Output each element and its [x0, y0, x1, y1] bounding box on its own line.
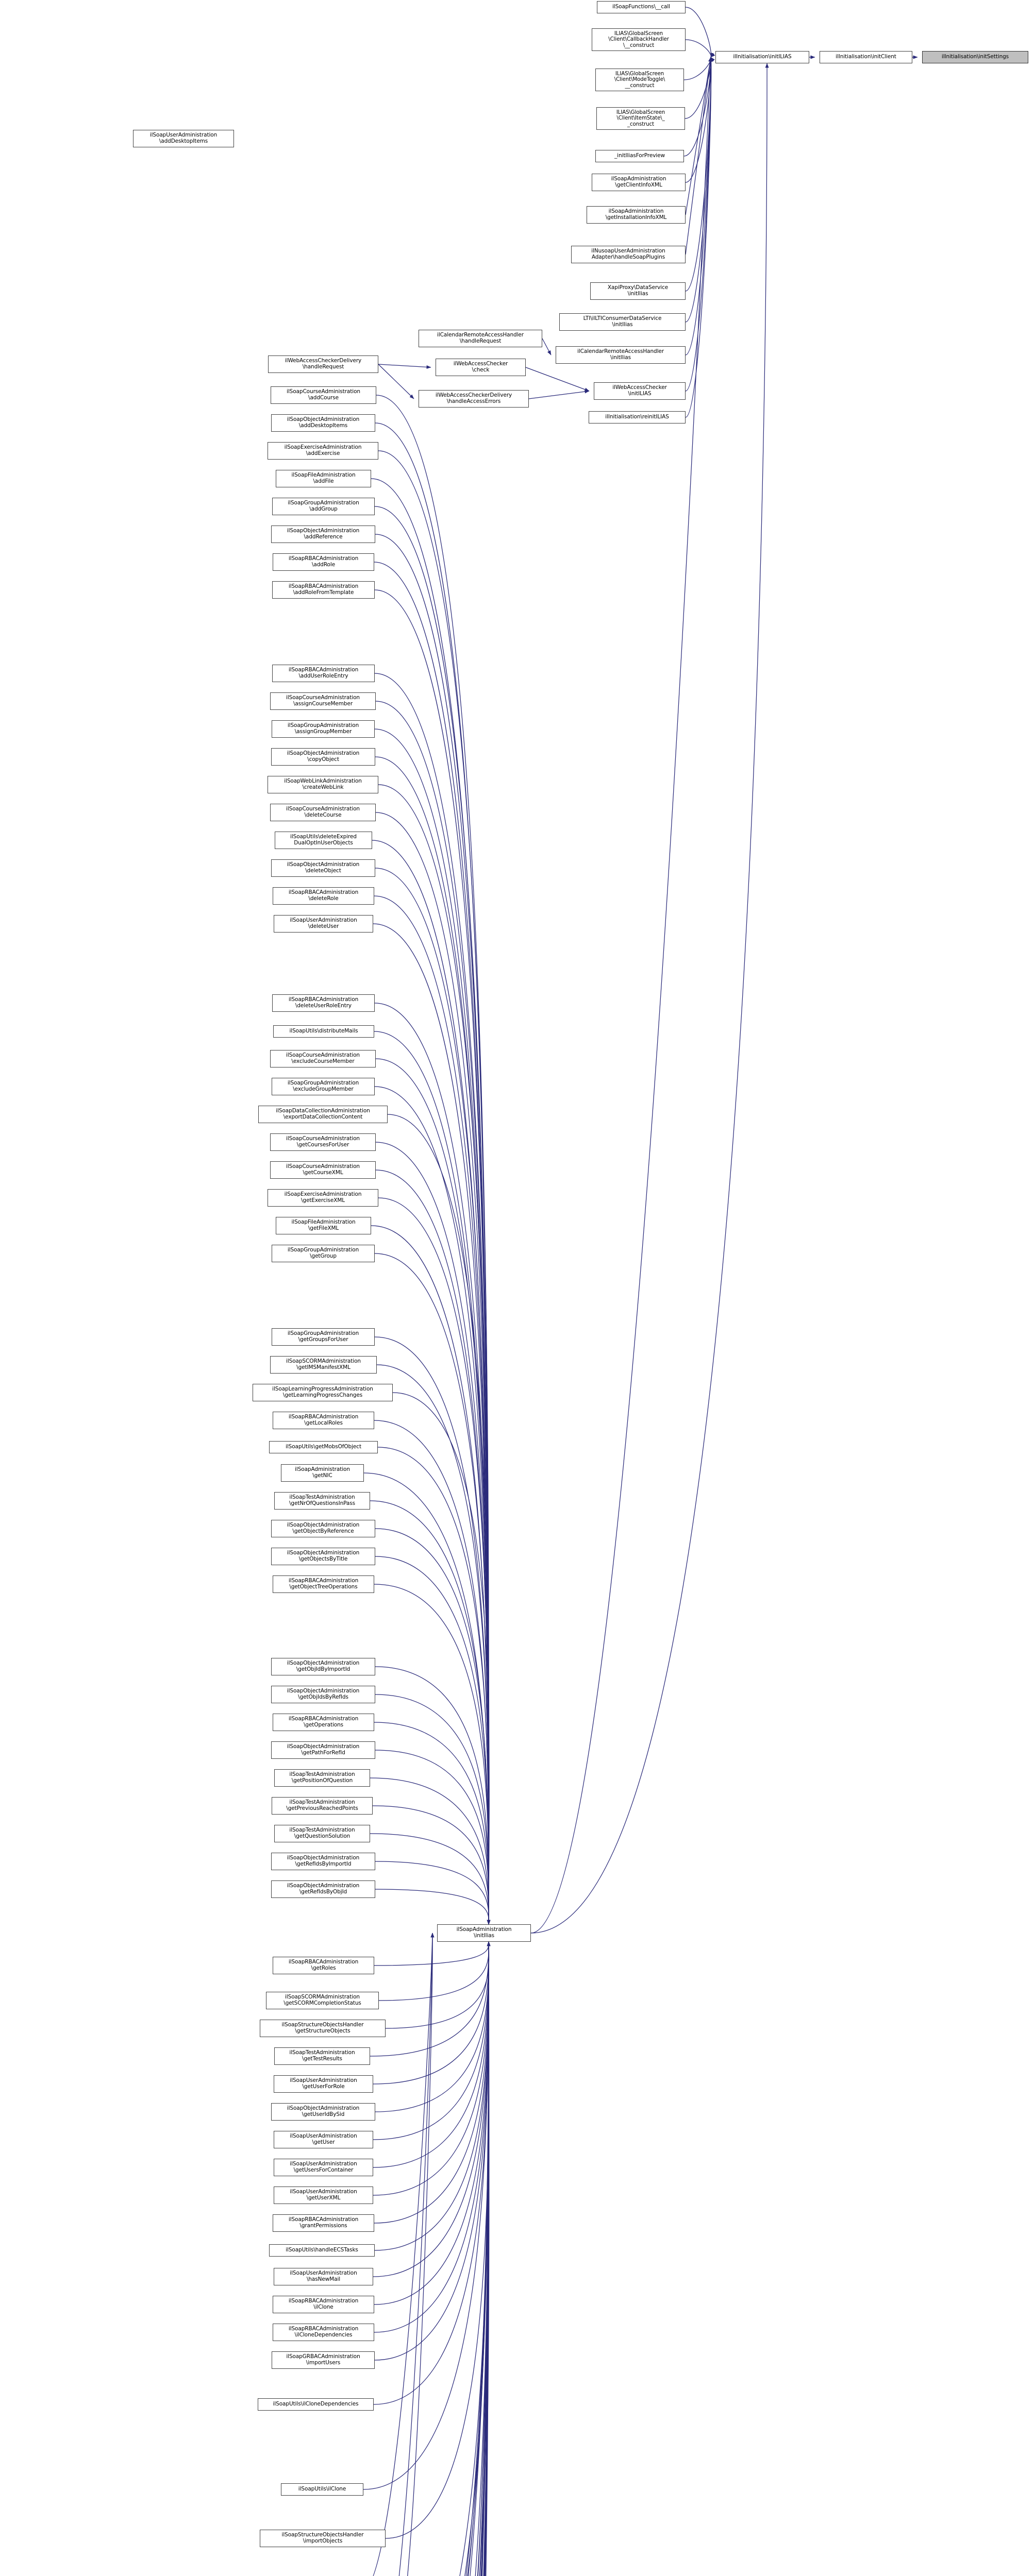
graph-node[interactable]: ilSoapGRBACAdministration \importUsers: [272, 2351, 375, 2369]
graph-node[interactable]: ilSoapUtils\ilCloneDependencies: [258, 2398, 374, 2411]
graph-node[interactable]: _initIliasForPreview: [595, 150, 684, 162]
graph-node[interactable]: ilSoapTestAdministration \getNrOfQuestio…: [274, 1492, 370, 1510]
graph-node[interactable]: ilSoapExerciseAdministration \getExercis…: [268, 1189, 378, 1207]
graph-node[interactable]: ilSoapUtils\handleECSTasks: [269, 2244, 375, 2257]
graph-node[interactable]: ilSoapRBACAdministration \addUserRoleEnt…: [272, 665, 375, 682]
graph-node[interactable]: ilSoapCourseAdministration \addCourse: [271, 386, 376, 404]
graph-node[interactable]: ilCalendarRemoteAccessHandler \initIlias: [556, 346, 686, 364]
graph-node[interactable]: ilInitialisation\initILIAS: [715, 51, 809, 63]
graph-node[interactable]: ilSoapUserAdministration \getUserForRole: [274, 2075, 373, 2093]
graph-node[interactable]: ilSoapRBACAdministration \deleteRole: [273, 887, 374, 905]
graph-node[interactable]: ilSoapSCORMAdministration \getIMSManifes…: [270, 1356, 377, 1374]
graph-node[interactable]: ilWebAccessCheckerDelivery \handleReques…: [268, 355, 378, 373]
graph-node[interactable]: ilSoapCourseAdministration \getCourseXML: [270, 1161, 376, 1179]
graph-node[interactable]: ilSoapCourseAdministration \getCoursesFo…: [270, 1133, 376, 1151]
graph-node[interactable]: ilSoapObjectAdministration \deleteObject: [271, 859, 375, 877]
graph-node[interactable]: ILIAS\GlobalScreen \Client\CallbackHandl…: [592, 28, 686, 51]
graph-node[interactable]: ilSoapObjectAdministration \getObjectsBy…: [271, 1548, 375, 1565]
graph-node[interactable]: ilSoapRBACAdministration \getOperations: [273, 1714, 374, 1731]
graph-node[interactable]: ilWebAccessChecker \initILIAS: [594, 382, 686, 400]
graph-node[interactable]: ilSoapObjectAdministration \getObjIdsByR…: [271, 1686, 375, 1703]
graph-node[interactable]: ilSoapLearningProgressAdministration \ge…: [253, 1384, 393, 1401]
graph-node[interactable]: ilSoapObjectAdministration \getPathForRe…: [271, 1741, 375, 1759]
graph-node[interactable]: ilSoapAdministration \initIlias: [437, 1924, 531, 1942]
graph-node[interactable]: ilSoapUserAdministration \deleteUser: [274, 915, 373, 933]
graph-node[interactable]: ilSoapWebLinkAdministration \createWebLi…: [268, 776, 378, 793]
graph-node[interactable]: ilSoapCourseAdministration \excludeCours…: [270, 1050, 376, 1067]
graph-node[interactable]: ilSoapUtils\distributeMails: [273, 1025, 374, 1038]
graph-node[interactable]: ilSoapFileAdministration \addFile: [276, 470, 371, 487]
graph-node[interactable]: ilInitialisation\initClient: [820, 51, 912, 63]
graph-node[interactable]: ilWebAccessChecker \check: [436, 359, 526, 376]
graph-node[interactable]: ilCalendarRemoteAccessHandler \handleReq…: [419, 330, 542, 347]
graph-node[interactable]: ilSoapGroupAdministration \getGroupsForU…: [272, 1328, 375, 1346]
graph-node-focus[interactable]: ilInitialisation\initSettings: [922, 51, 1028, 63]
graph-node[interactable]: LTI\ilLTIConsumerDataService \initIlias: [559, 313, 686, 331]
graph-node[interactable]: ilSoapRBACAdministration \addRole: [273, 553, 374, 571]
graph-node[interactable]: ilSoapAdministration \getClientInfoXML: [592, 174, 686, 191]
graph-node[interactable]: ilInitialisation\reinitILIAS: [589, 411, 686, 423]
graph-node[interactable]: ilSoapObjectAdministration \getRefIdsByI…: [271, 1853, 375, 1870]
graph-node[interactable]: ilSoapRBACAdministration \getLocalRoles: [273, 1412, 374, 1429]
graph-node[interactable]: ilSoapObjectAdministration \getUserIdByS…: [271, 2103, 375, 2121]
graph-node[interactable]: ilSoapRBACAdministration \addRoleFromTem…: [272, 581, 375, 599]
graph-node[interactable]: ilSoapObjectAdministration \getObjectByR…: [271, 1520, 375, 1537]
graph-node[interactable]: ilSoapStructureObjectsHandler \importObj…: [260, 2530, 386, 2547]
graph-node[interactable]: ilSoapUserAdministration \getUser: [274, 2131, 373, 2148]
graph-node[interactable]: ilSoapRBACAdministration \grantPermissio…: [273, 2214, 374, 2232]
graph-node[interactable]: ilSoapUserAdministration \hasNewMail: [274, 2268, 373, 2285]
graph-node[interactable]: ILIAS\GlobalScreen \Client\ItemState\_ _…: [596, 107, 685, 130]
graph-node[interactable]: ilSoapUserAdministration \getUsersForCon…: [274, 2159, 373, 2176]
graph-node[interactable]: ilSoapAdministration \getNIC: [281, 1464, 364, 1482]
graph-node[interactable]: ilSoapExerciseAdministration \addExercis…: [268, 442, 378, 460]
graph-node[interactable]: ilSoapObjectAdministration \getRefIdsByO…: [271, 1880, 375, 1898]
graph-node[interactable]: ilSoapUtils\ilClone: [281, 2483, 363, 2496]
graph-node[interactable]: ilSoapObjectAdministration \copyObject: [271, 748, 375, 766]
graph-node[interactable]: ilSoapSCORMAdministration \getSCORMCompl…: [266, 1992, 379, 2009]
graph-node[interactable]: ilSoapRBACAdministration \getRoles: [273, 1957, 374, 1974]
graph-node[interactable]: ilSoapTestAdministration \getPreviousRea…: [272, 1797, 373, 1815]
graph-node[interactable]: ilSoapRBACAdministration \ilClone: [273, 2296, 374, 2313]
graph-node[interactable]: ilSoapFunctions\__call: [597, 1, 686, 13]
graph-node[interactable]: ilSoapRBACAdministration \getObjectTreeO…: [273, 1575, 374, 1593]
graph-node[interactable]: ilSoapUtils\getMobsOfObject: [269, 1441, 378, 1453]
graph-node[interactable]: ilSoapCourseAdministration \assignCourse…: [270, 692, 376, 710]
graph-node[interactable]: ilSoapCourseAdministration \deleteCourse: [270, 804, 376, 821]
graph-node[interactable]: ilSoapUserAdministration \addDesktopItem…: [133, 130, 234, 147]
graph-node[interactable]: ilSoapFileAdministration \getFileXML: [276, 1217, 371, 1234]
graph-node[interactable]: ilSoapTestAdministration \getTestResults: [274, 2047, 370, 2065]
graph-node[interactable]: ilSoapGroupAdministration \excludeGroupM…: [272, 1078, 375, 1095]
graph-node[interactable]: XapiProxy\DataService \initIlias: [590, 282, 686, 300]
graph-node[interactable]: ilSoapGroupAdministration \assignGroupMe…: [272, 720, 375, 738]
graph-node[interactable]: ilSoapRBACAdministration \ilCloneDepende…: [273, 2324, 374, 2341]
graph-node[interactable]: ilSoapDataCollectionAdministration \expo…: [258, 1106, 388, 1123]
graph-node[interactable]: ilSoapTestAdministration \getPositionOfQ…: [274, 1769, 370, 1787]
graph-node[interactable]: ilSoapStructureObjectsHandler \getStruct…: [260, 2020, 386, 2037]
graph-node[interactable]: ilSoapObjectAdministration \addReference: [271, 526, 375, 543]
graph-node[interactable]: ilSoapObjectAdministration \getObjIdByIm…: [271, 1658, 375, 1675]
graph-node[interactable]: ilSoapGroupAdministration \getGroup: [272, 1245, 375, 1262]
graph-node[interactable]: ilSoapAdministration \getInstallationInf…: [587, 206, 686, 224]
graph-node[interactable]: ilSoapTestAdministration \getQuestionSol…: [274, 1825, 370, 1842]
graph-node[interactable]: ilSoapUtils\deleteExpired DualOptInUserO…: [275, 832, 372, 849]
graph-node[interactable]: ilSoapGroupAdministration \addGroup: [272, 498, 375, 515]
graph-node[interactable]: ilSoapObjectAdministration \addDesktopIt…: [271, 414, 375, 432]
graph-node[interactable]: ilSoapRBACAdministration \deleteUserRole…: [272, 994, 375, 1012]
graph-node[interactable]: ilNusoapUserAdministration Adapter\handl…: [571, 246, 686, 263]
graph-node[interactable]: ilSoapUserAdministration \getUserXML: [274, 2187, 373, 2204]
graph-node[interactable]: ilWebAccessCheckerDelivery \handleAccess…: [419, 390, 529, 408]
graph-node[interactable]: ILIAS\GlobalScreen \Client\ModeToggle\ _…: [595, 69, 684, 91]
